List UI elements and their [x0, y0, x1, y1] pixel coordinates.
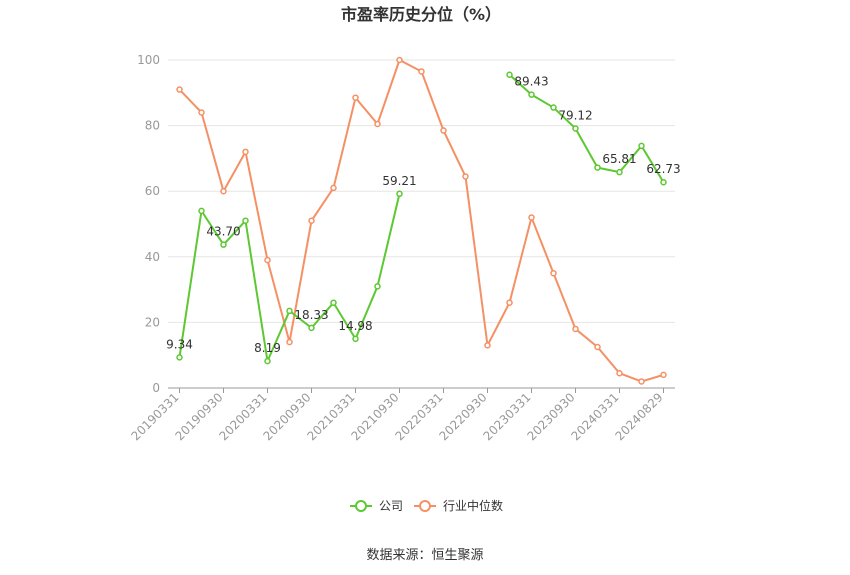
y-tick-label: 80 [145, 119, 160, 133]
data-point [528, 91, 535, 98]
data-label: 9.34 [166, 337, 193, 351]
data-point [198, 207, 205, 215]
legend-item: 公司 [350, 499, 403, 513]
series-layer [176, 56, 667, 385]
data-point [660, 371, 667, 379]
data-point [396, 190, 403, 198]
y-tick-label: 60 [145, 184, 160, 198]
y-axis-ticks: 0 20 40 60 80 100 [137, 53, 160, 395]
data-point [242, 217, 249, 224]
data-point [374, 283, 381, 290]
y-tick-label: 20 [145, 315, 160, 329]
data-point [330, 299, 337, 306]
y-tick-label: 0 [152, 381, 160, 395]
data-point [572, 125, 579, 132]
data-label: 43.70 [206, 225, 240, 239]
data-point [528, 214, 535, 221]
data-point [330, 184, 337, 192]
legend-label: 行业中位数 [443, 498, 503, 513]
data-point [264, 256, 271, 264]
data-point [176, 354, 183, 361]
data-point [308, 324, 315, 332]
x-tick-label: 20240829 [613, 390, 666, 443]
y-tick-label: 40 [145, 250, 160, 264]
data-point [638, 142, 645, 150]
data-point [594, 164, 601, 171]
x-axis: 2019033120190930202003312020093020210331… [129, 387, 675, 443]
data-point [308, 217, 315, 224]
legend-marker [355, 500, 367, 512]
data-point [242, 148, 249, 156]
data-point [660, 178, 667, 186]
data-point [638, 378, 645, 385]
legend-label: 公司 [379, 499, 403, 513]
data-point [220, 241, 227, 248]
legend-marker [419, 500, 431, 512]
data-point [220, 187, 227, 195]
data-label: 89.43 [514, 75, 548, 89]
series-line [508, 74, 665, 183]
data-label: 62.73 [646, 162, 680, 176]
data-point [352, 335, 359, 343]
y-tick-label: 100 [137, 53, 160, 67]
series-company [176, 71, 667, 365]
data-point [286, 307, 293, 315]
data-point [176, 86, 183, 93]
legend: 公司 行业中位数 [350, 498, 503, 513]
data-label: 59.21 [382, 174, 416, 188]
data-point [198, 109, 205, 116]
data-label: 18.33 [294, 308, 328, 322]
data-labels: 9.34 43.70 8.19 18.33 14.98 59.21 89.43 79.12 65… [166, 75, 681, 355]
data-point [594, 343, 601, 351]
series-line [178, 193, 401, 363]
series-industry-median [176, 56, 667, 385]
data-point [374, 120, 381, 128]
data-label: 14.98 [338, 319, 372, 333]
data-point [550, 104, 557, 111]
data-point [616, 168, 623, 176]
data-point [396, 56, 403, 64]
legend-item: 行业中位数 [414, 498, 503, 513]
data-point [506, 71, 513, 79]
data-label: 8.19 [254, 341, 281, 355]
data-point [506, 299, 513, 306]
data-point [352, 94, 359, 101]
data-point [616, 369, 623, 377]
data-point [572, 325, 579, 333]
data-label: 65.81 [602, 152, 636, 166]
data-point [462, 173, 469, 180]
data-point [440, 127, 447, 134]
data-point [484, 342, 491, 349]
data-point [550, 269, 557, 277]
data-label: 79.12 [558, 108, 592, 122]
gridlines [168, 59, 675, 323]
chart-title: 市盈率历史分位（%） [341, 5, 501, 24]
data-point [418, 68, 425, 75]
data-point [264, 357, 271, 365]
source-note: 数据来源：恒生聚源 [366, 548, 483, 563]
data-point [286, 338, 293, 346]
